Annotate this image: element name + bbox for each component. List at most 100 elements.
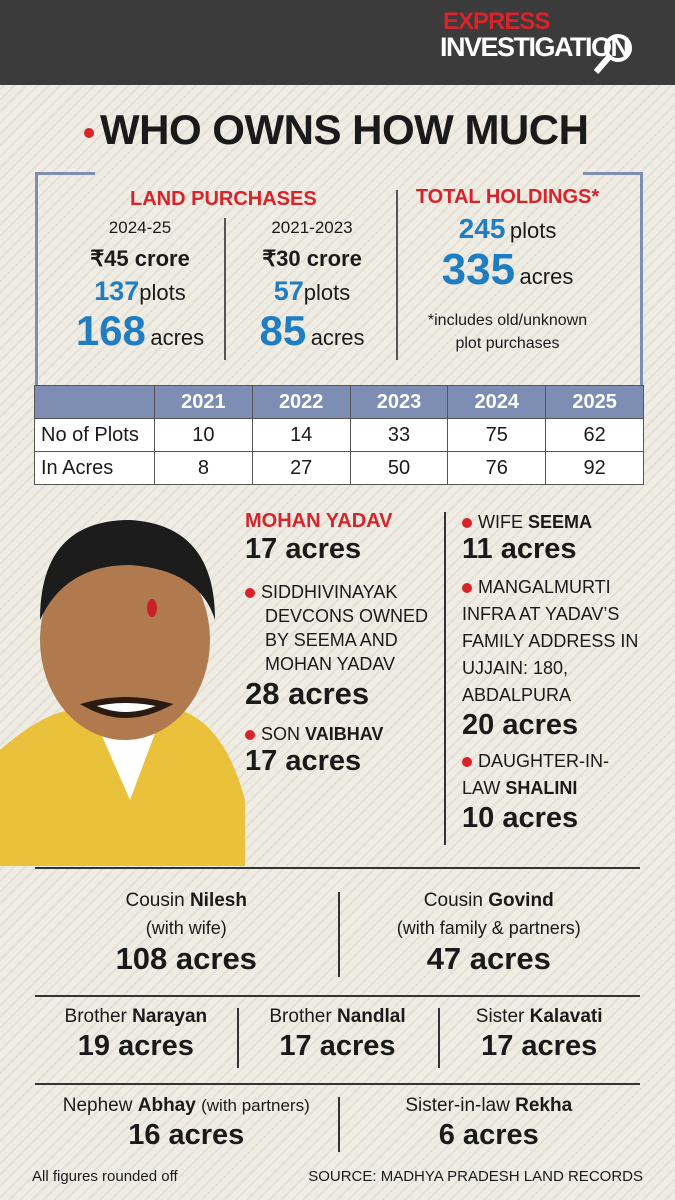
- amount: 16 acres: [128, 1119, 245, 1151]
- item-amount: 10 acres: [462, 802, 579, 834]
- main-name: MOHAN YADAV: [245, 510, 393, 532]
- relative-cell: Sister-in-law Rekha 6 acres: [338, 1095, 641, 1152]
- amount: 19 acres: [77, 1030, 194, 1062]
- title: WHO OWNS HOW MUCH: [84, 106, 589, 154]
- plots-number: 137: [94, 276, 140, 306]
- year: 2024: [447, 385, 547, 419]
- person: Nandlal: [336, 1006, 406, 1027]
- item-label: WIFE SEEMA: [462, 512, 642, 533]
- acres-number: 168: [75, 307, 146, 354]
- footnote: *includes old/unknown plot purchases: [427, 312, 588, 352]
- magnifier-icon: [593, 34, 632, 74]
- person: Narayan: [132, 1006, 208, 1027]
- period-col: 2024-25 ₹45 crore 137plots 168 acres: [55, 218, 225, 355]
- amount: 17 acres: [279, 1030, 396, 1062]
- divider: [236, 1008, 239, 1068]
- cell: 27: [251, 451, 351, 485]
- relative-label: Cousin Govind: [338, 890, 641, 912]
- portrait: [0, 520, 245, 866]
- plots-number: 57: [273, 276, 304, 306]
- relative-cell: Cousin Govind (with family & partners) 47 …: [338, 890, 641, 977]
- relative-label: Sister Kalavati: [438, 1006, 640, 1028]
- divider: [224, 218, 226, 360]
- period-col: 2021-2023 ₹30 crore 57plots 85 acres: [228, 218, 396, 355]
- item-label: SIDDHIVINAYAK DEVCONS OWNED BY SEEMA AND…: [245, 580, 440, 676]
- divider: [438, 1008, 441, 1068]
- item-text: WIFE: [478, 512, 523, 532]
- cell: 50: [349, 451, 449, 485]
- acres-unit: acres: [519, 264, 574, 289]
- relative-label: Nephew Abhay (with partners): [35, 1095, 338, 1117]
- item-amount: 17 acres: [245, 745, 362, 777]
- amount: 108 acres: [115, 941, 257, 976]
- cell: 62: [545, 418, 644, 452]
- person: Nilesh: [189, 890, 247, 911]
- item-amount: 11 acres: [462, 533, 577, 565]
- header-bar: [0, 0, 675, 85]
- period: 2021-2023: [271, 218, 353, 237]
- total-heading: TOTAL HOLDINGS*: [415, 186, 600, 208]
- total-col: TOTAL HOLDINGS* 245 plots 335 acres *inc…: [400, 186, 615, 355]
- plots-unit: plots: [303, 280, 351, 305]
- person: Rekha: [515, 1095, 573, 1116]
- year: 2022: [251, 385, 351, 419]
- item-text: DAUGHTER-IN-LAW: [462, 751, 609, 798]
- relative-cell: Nephew Abhay (with partners) 16 acres: [35, 1095, 338, 1152]
- yearly-table: 2021 2022 2023 2024 2025 No of Plots 10 14 33 75…: [34, 385, 644, 485]
- main-amount: 17 acres: [245, 533, 362, 565]
- amount: 6 acres: [438, 1119, 539, 1151]
- rule: [35, 995, 640, 997]
- brand-top: EXPRESS: [443, 8, 550, 35]
- acres-unit: acres: [150, 325, 205, 350]
- summary-box: [35, 172, 643, 386]
- land-heading: LAND PURCHASES: [130, 188, 317, 210]
- relative-label: Brother Narayan: [35, 1006, 237, 1028]
- relation: Sister: [475, 1006, 525, 1027]
- plots-unit: plots: [139, 280, 186, 305]
- relation: Brother: [64, 1006, 127, 1027]
- relation: Nephew: [62, 1095, 133, 1116]
- divider: [337, 892, 340, 977]
- year: 2023: [349, 385, 449, 419]
- cell: 92: [545, 451, 644, 485]
- corner-cell: [34, 385, 155, 419]
- acres-number: 85: [259, 307, 307, 354]
- relation: Brother: [269, 1006, 332, 1027]
- title-text: WHO OWNS HOW MUCH: [100, 106, 589, 153]
- footer-note: All figures rounded off: [32, 1168, 178, 1185]
- note: (with family & partners): [396, 918, 581, 938]
- divider: [396, 190, 398, 360]
- acres-unit: acres: [310, 325, 365, 350]
- relation: Sister-in-law: [405, 1095, 510, 1116]
- relative-cell: Cousin Nilesh (with wife) 108 acres: [35, 890, 338, 977]
- rule: [35, 1083, 640, 1085]
- cell: 75: [447, 418, 547, 452]
- amount: 17 acres: [481, 1030, 598, 1062]
- cell: 14: [251, 418, 351, 452]
- amount: ₹45 crore: [90, 246, 190, 271]
- item-label: DAUGHTER-IN-LAW SHALINI: [462, 748, 642, 802]
- relative-cell: Brother Nandlal 17 acres: [237, 1006, 439, 1063]
- item-label: SON VAIBHAV: [245, 724, 440, 745]
- cell: 33: [349, 418, 449, 452]
- relative-label: Brother Nandlal: [237, 1006, 439, 1028]
- item-text: SON: [261, 724, 301, 744]
- item-amount: 28 acres: [245, 676, 370, 711]
- acres-number: 335: [441, 245, 516, 294]
- box-corner: [35, 172, 95, 175]
- amount: 47 acres: [426, 941, 551, 976]
- right-column: WIFE SEEMA 11 acres MANGALMURTI INFRA AT…: [462, 512, 642, 835]
- row-label: No of Plots: [34, 418, 155, 452]
- cell: 8: [154, 451, 253, 485]
- person: Abhay: [137, 1095, 196, 1116]
- note: (with partners): [201, 1096, 310, 1115]
- period: 2024-25: [108, 218, 172, 237]
- item-person: VAIBHAV: [305, 724, 384, 744]
- rule: [35, 867, 640, 869]
- item-amount: 20 acres: [462, 709, 579, 741]
- note: (with wife): [145, 918, 227, 938]
- divider: [444, 512, 446, 845]
- divider: [337, 1097, 340, 1152]
- left-column: MOHAN YADAV 17 acres SIDDHIVINAYAK DEVCO…: [245, 510, 440, 778]
